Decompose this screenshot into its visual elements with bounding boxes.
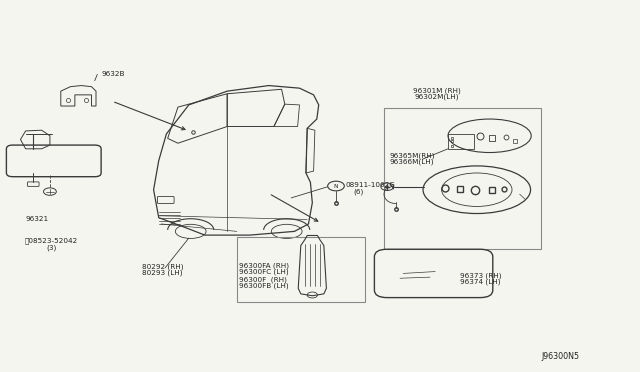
Text: 80292 (RH): 80292 (RH) — [142, 263, 184, 270]
Text: 96373 (RH): 96373 (RH) — [460, 273, 501, 279]
Text: 96300FB (LH): 96300FB (LH) — [239, 282, 289, 289]
Text: 96301M (RH): 96301M (RH) — [413, 87, 461, 94]
Text: 96302M(LH): 96302M(LH) — [415, 93, 460, 100]
Text: 96365M(RH): 96365M(RH) — [389, 153, 435, 160]
Text: 9632B: 9632B — [101, 71, 125, 77]
Text: 96300FC (LH): 96300FC (LH) — [239, 268, 289, 275]
Text: 96366M(LH): 96366M(LH) — [389, 158, 434, 165]
Text: 96300F  (RH): 96300F (RH) — [239, 276, 287, 283]
Text: 08911-1062G: 08911-1062G — [346, 182, 396, 188]
Bar — [384, 108, 541, 249]
Bar — [237, 237, 365, 302]
Text: 96321: 96321 — [26, 217, 49, 222]
Text: N: N — [333, 183, 339, 189]
Text: 96374 (LH): 96374 (LH) — [460, 279, 500, 285]
Bar — [448, 134, 474, 149]
Text: J96300N5: J96300N5 — [541, 352, 579, 361]
Text: 96300FA (RH): 96300FA (RH) — [239, 263, 289, 269]
Text: Ⓝ08523-52042: Ⓝ08523-52042 — [24, 237, 77, 244]
Text: (6): (6) — [353, 189, 364, 195]
Text: 80293 (LH): 80293 (LH) — [142, 269, 182, 276]
Text: (3): (3) — [47, 245, 57, 251]
